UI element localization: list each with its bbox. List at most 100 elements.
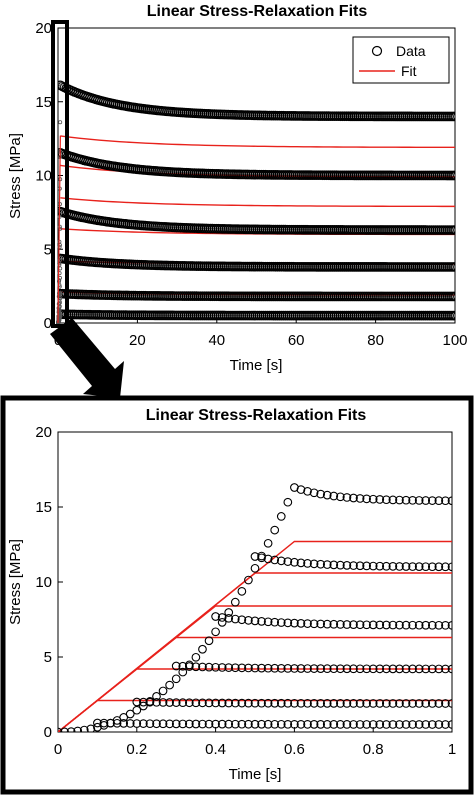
bottom-data-point (368, 664, 378, 674)
bottom-data-point (165, 719, 174, 729)
bottom-data-point (263, 554, 273, 564)
bottom-data-point (329, 619, 339, 629)
bottom-data-point (322, 699, 332, 708)
bottom-data-point (401, 664, 411, 674)
bottom-data-point (375, 699, 385, 708)
bottom-data-point (132, 705, 142, 715)
bottom-data-point (421, 664, 431, 674)
bottom-data-point (401, 495, 411, 505)
top-legend: Data Fit (352, 36, 450, 84)
bottom-data-point (309, 698, 319, 708)
bottom-data-point (322, 664, 332, 674)
bottom-data-point (237, 663, 247, 673)
bottom-data-point (401, 699, 411, 708)
bottom-data-markers (58, 483, 452, 732)
bottom-data-point (263, 663, 273, 673)
top-loading-point (57, 244, 62, 249)
bottom-data-point (414, 562, 424, 571)
bottom-x-tick-label: 0.4 (205, 741, 226, 758)
bottom-data-point (388, 562, 398, 571)
bottom-data-point (349, 720, 358, 729)
bottom-data-point (290, 664, 299, 673)
bottom-data-point (283, 719, 293, 729)
bottom-y-tick-label: 0 (44, 724, 52, 741)
bottom-data-point (349, 664, 358, 674)
top-data-point (450, 310, 455, 321)
bottom-data-point (355, 699, 365, 708)
bottom-data-point (125, 709, 135, 719)
bottom-data-point (329, 491, 339, 501)
bottom-data-point (283, 698, 293, 708)
bottom-data-point (303, 486, 312, 496)
bottom-data-point (375, 664, 385, 674)
bottom-data-point (132, 719, 142, 728)
top-fit-line-1 (60, 135, 455, 149)
bottom-data-point (421, 620, 431, 630)
bottom-data-point (362, 620, 371, 630)
top-data-point (450, 262, 455, 272)
top-data-point (450, 291, 455, 302)
top-loading-point (57, 257, 62, 262)
bottom-data-point (388, 699, 398, 708)
bottom-data-point (257, 698, 266, 708)
bottom-data-point (58, 727, 63, 732)
bottom-data-point (152, 697, 161, 707)
bottom-data-point (276, 719, 286, 729)
bottom-data-point (244, 615, 253, 625)
bottom-data-point (93, 718, 102, 728)
bottom-data-point (303, 619, 312, 628)
bottom-data-point (441, 720, 450, 729)
top-data-series-3 (58, 206, 455, 235)
bottom-data-point (152, 719, 161, 729)
bottom-data-point (381, 495, 391, 505)
bottom-data-point (441, 496, 450, 506)
bottom-x-tick-label: 1 (448, 741, 456, 758)
bottom-data-point (441, 620, 450, 630)
bottom-data-point (362, 561, 371, 571)
bottom-data-point (303, 559, 312, 568)
bottom-data-point (408, 562, 417, 571)
bottom-data-point (447, 720, 452, 729)
bottom-data-point (296, 698, 306, 708)
bottom-data-point (237, 719, 247, 729)
bottom-data-point (408, 664, 417, 674)
bottom-data-point (79, 725, 89, 732)
bottom-data-point (421, 720, 431, 729)
legend-data-label: Data (396, 43, 426, 59)
bottom-data-point (355, 620, 365, 630)
bottom-data-point (408, 620, 417, 630)
bottom-data-point (375, 561, 385, 571)
bottom-data-point (441, 664, 450, 674)
bottom-data-point (244, 719, 253, 729)
bottom-data-point (329, 699, 339, 708)
bottom-data-point (316, 559, 326, 569)
bottom-data-point (217, 613, 227, 622)
bottom-data-point (132, 697, 142, 707)
bottom-data-point (250, 719, 260, 729)
top-y-axis: 0 5 10 15 20 (35, 20, 63, 332)
bottom-data-point (158, 686, 168, 696)
bottom-data-point (230, 614, 240, 624)
bottom-y-tick-label: 5 (44, 649, 52, 666)
bottom-data-point (276, 512, 286, 521)
bottom-data-point (224, 698, 234, 708)
bottom-data-point (257, 617, 266, 626)
bottom-data-point (191, 662, 201, 672)
bottom-data-point (99, 718, 109, 728)
bottom-data-point (257, 663, 266, 673)
top-fit-line-3 (60, 197, 455, 208)
top-loading-point (57, 271, 62, 276)
bottom-fit-line-6 (58, 699, 452, 732)
bottom-data-point (336, 664, 345, 674)
bottom-data-point (427, 664, 437, 674)
bottom-data-point (316, 664, 326, 673)
bottom-data-point (355, 561, 365, 571)
bottom-data-point (349, 561, 358, 570)
bottom-data-point (309, 664, 319, 673)
bottom-data-point (224, 608, 234, 617)
bottom-data-point (296, 719, 306, 729)
top-y-tick-label: 10 (35, 168, 52, 185)
top-data-point (450, 170, 455, 181)
bottom-data-point (178, 719, 188, 729)
bottom-data-point (388, 720, 398, 729)
